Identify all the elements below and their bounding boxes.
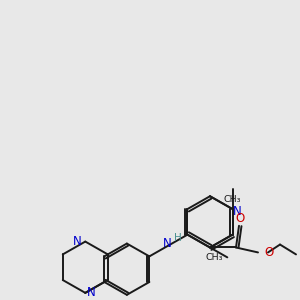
Text: O: O bbox=[236, 212, 244, 225]
Text: N: N bbox=[73, 235, 82, 248]
Text: N: N bbox=[87, 286, 96, 299]
Text: CH₃: CH₃ bbox=[206, 253, 223, 262]
Text: O: O bbox=[264, 246, 273, 259]
Text: CH₃: CH₃ bbox=[224, 195, 241, 204]
Text: N: N bbox=[233, 205, 242, 218]
Text: H: H bbox=[174, 232, 181, 243]
Text: N: N bbox=[163, 237, 172, 250]
